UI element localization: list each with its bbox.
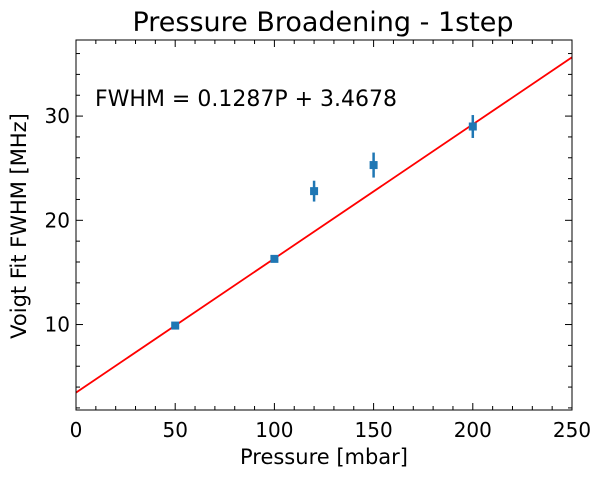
x-tick-label: 100 [255, 418, 293, 442]
y-tick-label: 20 [45, 208, 70, 232]
y-tick-label: 10 [45, 313, 70, 337]
plot-frame [75, 39, 573, 411]
x-tick-label: 200 [454, 418, 492, 442]
data-point [468, 122, 477, 131]
y-axis: 10 20 30 [45, 53, 572, 409]
chart-title: Pressure Broadening - 1step [132, 7, 513, 38]
x-tick-label: 250 [553, 418, 591, 442]
x-axis: 0 50 100 150 200 250 [70, 40, 591, 442]
y-tick-label: 30 [45, 104, 70, 128]
data-point [270, 254, 279, 263]
plot-area [76, 56, 572, 394]
fit-equation-annotation: FWHM = 0.1287P + 3.4678 [95, 87, 397, 112]
data-point [369, 161, 378, 170]
x-tick-label: 150 [355, 418, 393, 442]
x-axis-label: Pressure [mbar] [240, 445, 408, 469]
fit-line [76, 56, 572, 394]
x-tick-label: 0 [70, 418, 83, 442]
data-point [171, 321, 180, 330]
x-tick-label: 50 [162, 418, 187, 442]
y-axis-label: Voigt Fit FWHM [MHz] [7, 113, 31, 339]
data-point [310, 187, 319, 196]
